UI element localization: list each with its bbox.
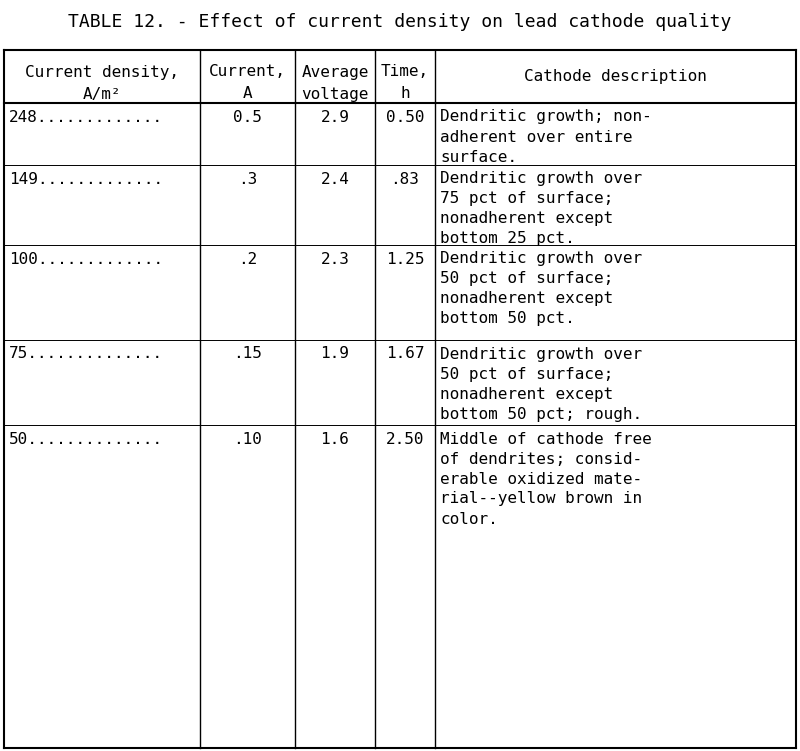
- Text: 248.............: 248.............: [9, 110, 163, 125]
- Text: nonadherent except: nonadherent except: [440, 212, 614, 227]
- Text: Current density,: Current density,: [25, 65, 179, 80]
- Text: Dendritic growth; non-: Dendritic growth; non-: [440, 110, 652, 125]
- Text: 2.3: 2.3: [321, 252, 350, 267]
- Text: Time,: Time,: [381, 65, 429, 80]
- Text: bottom 25 pct.: bottom 25 pct.: [440, 231, 574, 246]
- Text: nonadherent except: nonadherent except: [440, 387, 614, 402]
- Text: 1.25: 1.25: [386, 252, 424, 267]
- Text: color.: color.: [440, 511, 498, 526]
- Text: h: h: [400, 86, 410, 101]
- Text: Dendritic growth over: Dendritic growth over: [440, 171, 642, 186]
- Text: of dendrites; consid-: of dendrites; consid-: [440, 451, 642, 466]
- Text: erable oxidized mate-: erable oxidized mate-: [440, 472, 642, 487]
- Text: Current,: Current,: [209, 65, 286, 80]
- Text: .3: .3: [238, 171, 257, 186]
- Text: 1.67: 1.67: [386, 346, 424, 361]
- Text: adherent over entire: adherent over entire: [440, 129, 633, 144]
- Text: bottom 50 pct; rough.: bottom 50 pct; rough.: [440, 406, 642, 421]
- Text: Dendritic growth over: Dendritic growth over: [440, 252, 642, 267]
- Text: .10: .10: [233, 432, 262, 447]
- Text: 149.............: 149.............: [9, 171, 163, 186]
- Text: 50 pct of surface;: 50 pct of surface;: [440, 272, 614, 286]
- Text: 75 pct of surface;: 75 pct of surface;: [440, 192, 614, 207]
- Text: .15: .15: [233, 346, 262, 361]
- Text: Cathode description: Cathode description: [524, 69, 707, 84]
- Text: 50 pct of surface;: 50 pct of surface;: [440, 366, 614, 382]
- Text: 0.50: 0.50: [386, 110, 424, 125]
- Text: Average: Average: [302, 65, 369, 80]
- Text: 2.9: 2.9: [321, 110, 350, 125]
- Text: .83: .83: [390, 171, 419, 186]
- Text: A: A: [242, 86, 252, 101]
- Text: A/m²: A/m²: [82, 86, 122, 101]
- Text: Dendritic growth over: Dendritic growth over: [440, 346, 642, 361]
- Text: 1.6: 1.6: [321, 432, 350, 447]
- Text: 0.5: 0.5: [233, 110, 262, 125]
- Text: surface.: surface.: [440, 149, 517, 164]
- Text: voltage: voltage: [302, 86, 369, 101]
- Text: 2.50: 2.50: [386, 432, 424, 447]
- Text: 2.4: 2.4: [321, 171, 350, 186]
- Text: bottom 50 pct.: bottom 50 pct.: [440, 312, 574, 327]
- Text: Middle of cathode free: Middle of cathode free: [440, 432, 652, 447]
- Text: nonadherent except: nonadherent except: [440, 291, 614, 306]
- Text: 1.9: 1.9: [321, 346, 350, 361]
- Text: 75..............: 75..............: [9, 346, 163, 361]
- Text: rial--yellow brown in: rial--yellow brown in: [440, 491, 642, 506]
- Text: 50..............: 50..............: [9, 432, 163, 447]
- Text: TABLE 12. - Effect of current density on lead cathode quality: TABLE 12. - Effect of current density on…: [68, 13, 732, 31]
- Text: .2: .2: [238, 252, 257, 267]
- Text: 100.............: 100.............: [9, 252, 163, 267]
